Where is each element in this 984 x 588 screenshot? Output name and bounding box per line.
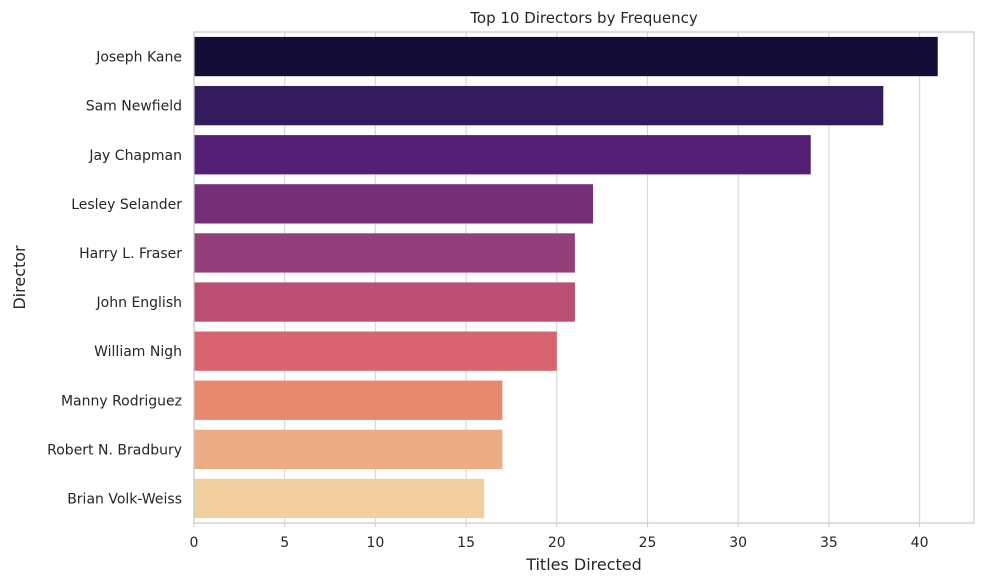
y-tick-label: Lesley Selander [71,197,182,213]
y-tick-label: Robert N. Bradbury [47,442,182,458]
plot-frame [193,31,975,524]
x-tick-label-5: 5 [280,535,289,551]
bar-joseph-kane [194,36,938,77]
chart-title: Top 10 Directors by Frequency [469,9,698,27]
bar-layer [194,36,938,519]
y-tick-label: Brian Volk-Weiss [67,491,182,507]
x-tick-label-40: 40 [911,535,929,551]
y-axis-label: Director [10,245,29,310]
bar-lesley-selander [194,184,594,224]
y-axis-ticks: Joseph Kane Sam Newfield Jay Chapman Lesley… [47,50,182,508]
y-tick-label: Jay Chapman [88,148,182,164]
bar-william-nigh [194,331,557,371]
x-tick-label-30: 30 [729,535,747,551]
x-tick-label-15: 15 [457,535,475,551]
y-tick-label: Joseph Kane [95,50,182,66]
y-tick-label: William Nigh [94,344,182,360]
y-tick-label: John English [96,295,182,311]
y-tick-label: Harry L. Fraser [79,246,182,262]
y-tick-label: Manny Rodriguez [61,393,182,409]
bar-sam-newfield [194,86,884,126]
bar-jay-chapman [194,135,811,175]
x-axis-label: Titles Directed [525,555,642,574]
bar-brian-volk-weiss [194,478,485,519]
x-tick-label-25: 25 [639,535,657,551]
y-tick-label: Sam Newfield [86,99,182,115]
bar-harry-l-fraser [194,233,575,273]
bar-manny-rodriguez [194,380,503,420]
x-axis-ticks: 0 5 10 15 20 25 30 35 40 [190,523,929,551]
bar-john-english [194,282,575,322]
x-tick-label-10: 10 [366,535,384,551]
x-tick-label-0: 0 [190,535,199,551]
x-tick-label-35: 35 [820,535,838,551]
bar-robert-n-bradbury [194,429,503,469]
x-tick-label-20: 20 [548,535,566,551]
